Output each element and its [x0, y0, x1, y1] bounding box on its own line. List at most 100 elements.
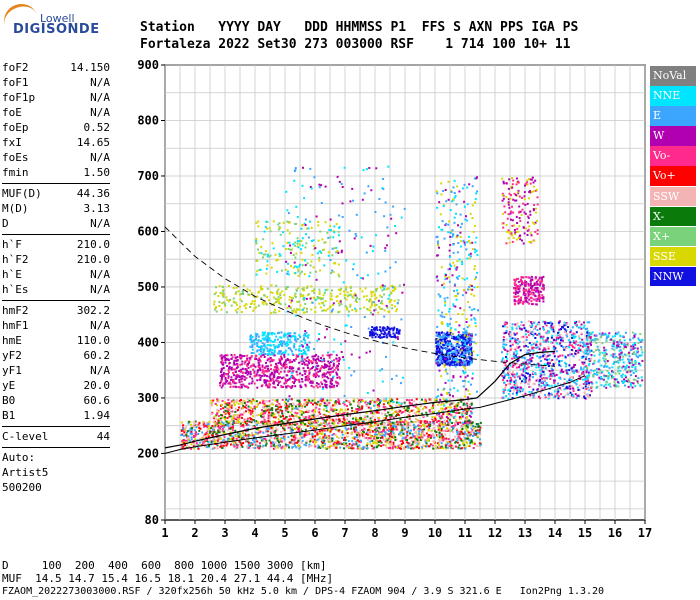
echo-point	[436, 413, 439, 416]
echo-point	[235, 303, 238, 306]
echo-point	[470, 439, 473, 442]
echo-point	[286, 336, 289, 339]
echo-point	[462, 403, 465, 406]
echo-point	[369, 244, 372, 247]
echo-point	[268, 408, 271, 411]
echo-point	[216, 408, 219, 411]
echo-point	[367, 406, 370, 409]
echo-point	[192, 426, 195, 428]
echo-point	[418, 442, 421, 445]
echo-point	[429, 443, 432, 446]
echo-point	[373, 401, 376, 404]
echo-point	[341, 437, 344, 439]
echo-point	[194, 435, 197, 438]
echo-point	[324, 185, 327, 188]
echo-point	[450, 355, 453, 358]
echo-point	[262, 256, 264, 259]
echo-point	[213, 300, 216, 303]
echo-point	[253, 300, 256, 303]
echo-point	[320, 397, 323, 400]
echo-point	[268, 400, 271, 403]
echo-point	[469, 288, 472, 291]
echo-point	[282, 429, 285, 432]
echo-point	[241, 377, 244, 380]
echo-point	[369, 306, 372, 309]
echo-point	[212, 417, 215, 420]
echo-point	[262, 400, 265, 403]
echo-point	[401, 291, 404, 294]
echo-point	[383, 426, 386, 429]
echo-point	[330, 311, 333, 314]
echo-point	[310, 260, 313, 263]
echo-point	[252, 415, 255, 418]
echo-point	[398, 447, 401, 450]
echo-point	[412, 434, 415, 437]
echo-point	[386, 288, 389, 291]
echo-point	[342, 424, 345, 427]
echo-point	[298, 361, 301, 364]
echo-point	[303, 403, 305, 405]
echo-point	[374, 297, 377, 300]
echo-point	[421, 420, 424, 423]
echo-point	[270, 372, 273, 375]
echo-point	[442, 338, 445, 340]
echo-point	[276, 437, 279, 440]
echo-point	[309, 264, 312, 267]
echo-point	[335, 419, 338, 422]
echo-point	[244, 424, 247, 427]
echo-point	[311, 301, 314, 304]
echo-point	[340, 287, 342, 290]
echo-point	[387, 400, 390, 403]
echo-point	[366, 392, 369, 394]
echo-point	[407, 414, 410, 416]
echo-point	[262, 238, 265, 241]
echo-point	[452, 425, 454, 427]
echo-point	[395, 425, 398, 428]
echo-point	[372, 435, 375, 438]
echo-point	[257, 413, 260, 416]
echo-point	[277, 384, 279, 386]
echo-point	[283, 404, 286, 406]
echo-point	[386, 432, 389, 435]
echo-point	[233, 301, 236, 304]
echo-point	[220, 308, 223, 311]
echo-point	[389, 428, 392, 431]
echo-point	[283, 355, 286, 358]
echo-point	[274, 253, 277, 256]
echo-point	[409, 443, 411, 445]
echo-point	[388, 430, 390, 432]
echo-point	[347, 422, 350, 425]
echo-point	[277, 381, 280, 384]
param-value: 1.94	[83, 409, 111, 422]
echo-point	[243, 399, 246, 402]
echo-point	[238, 440, 241, 443]
echo-point	[435, 341, 438, 344]
echo-point	[242, 435, 245, 438]
echo-point	[257, 369, 260, 372]
echo-point	[406, 425, 409, 428]
echo-point	[296, 440, 299, 443]
echo-point	[377, 444, 380, 447]
echo-point	[321, 432, 324, 435]
echo-point	[365, 444, 368, 447]
echo-point	[235, 301, 238, 304]
echo-point	[304, 303, 307, 305]
param-row: foEs N/A	[2, 150, 110, 165]
echo-point	[266, 409, 269, 412]
echo-point	[332, 230, 335, 233]
echo-point	[435, 331, 438, 334]
echo-point	[287, 405, 290, 408]
echo-point	[260, 285, 263, 288]
echo-point	[331, 269, 334, 272]
param-row: B0 60.6	[2, 393, 110, 408]
echo-point	[251, 377, 254, 380]
echo-point	[229, 427, 232, 430]
echo-point	[211, 412, 214, 414]
echo-point	[331, 409, 334, 412]
echo-point	[326, 231, 329, 234]
echo-point	[216, 413, 218, 416]
echo-point	[470, 402, 473, 405]
echo-point	[470, 346, 473, 349]
echo-point	[445, 437, 448, 440]
echo-point	[307, 347, 310, 350]
